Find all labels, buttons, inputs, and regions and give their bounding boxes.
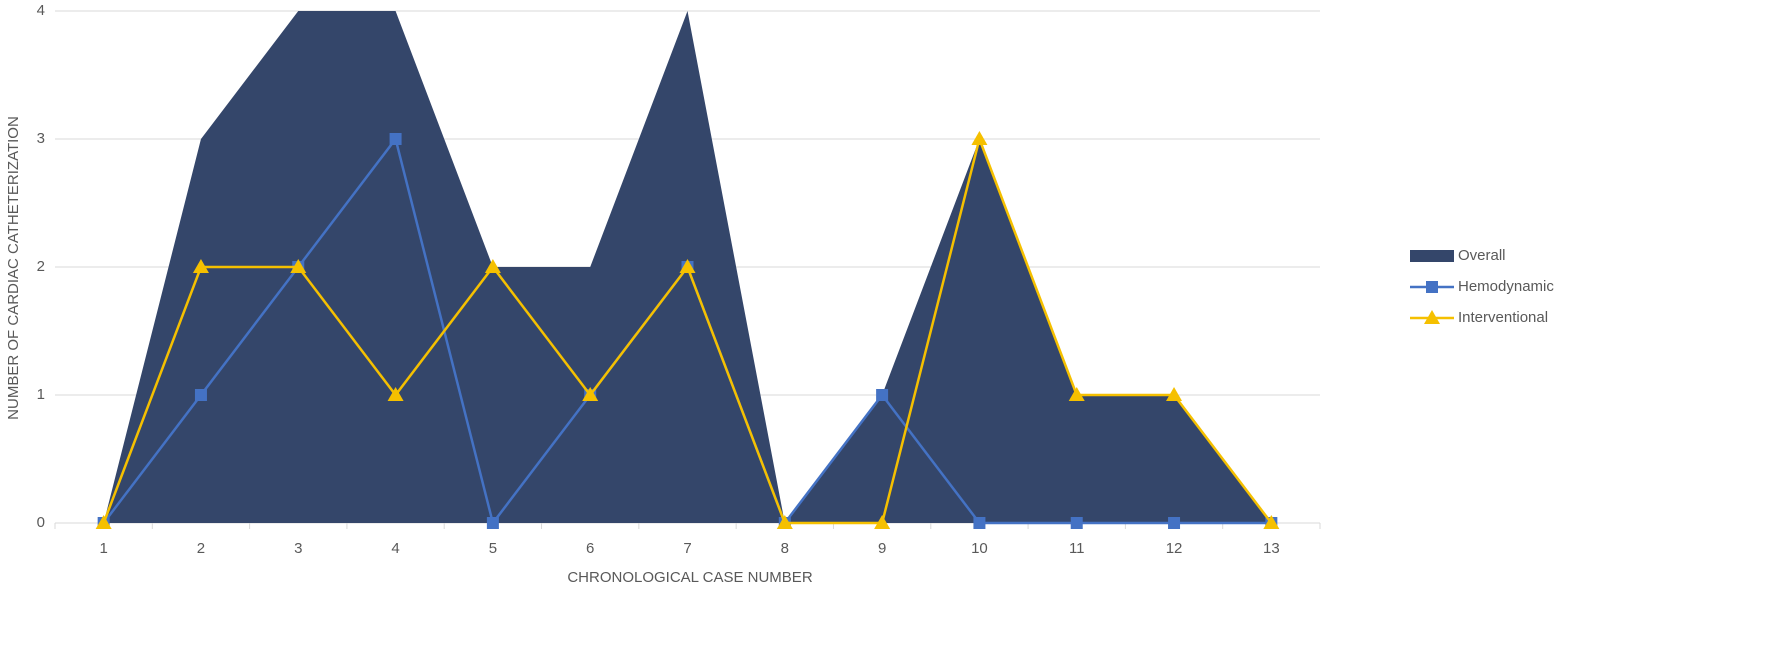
x-tick-label: 9 xyxy=(878,540,886,557)
point xyxy=(387,387,404,401)
legend-marker xyxy=(1424,310,1440,324)
y-tick-label: 4 xyxy=(37,2,45,19)
x-tick-label: 11 xyxy=(1069,540,1085,557)
y-axis-label: NUMBER OF CARDIAC CATHETERIZATION xyxy=(5,116,22,420)
x-tick-label: 7 xyxy=(683,540,691,557)
x-tick-label: 8 xyxy=(781,540,789,557)
point xyxy=(1263,515,1280,529)
point xyxy=(973,517,986,529)
point xyxy=(192,259,209,273)
point xyxy=(95,515,112,529)
point xyxy=(1070,517,1083,529)
x-tick-label: 13 xyxy=(1263,540,1280,557)
y-tick-label: 0 xyxy=(37,514,45,531)
legend-marker xyxy=(1426,281,1438,293)
x-tick-label: 12 xyxy=(1166,540,1183,557)
point xyxy=(1166,387,1183,401)
point xyxy=(971,131,988,145)
point xyxy=(389,133,402,145)
x-tick-label: 6 xyxy=(586,540,594,557)
x-tick-label: 3 xyxy=(294,540,302,557)
point xyxy=(874,515,891,529)
point xyxy=(486,517,499,529)
point xyxy=(582,387,599,401)
legend-label: Hemodynamic xyxy=(1458,278,1554,295)
legend-swatch xyxy=(1410,250,1454,262)
point xyxy=(776,515,793,529)
y-tick-label: 2 xyxy=(37,258,45,275)
point xyxy=(1068,387,1085,401)
point xyxy=(290,259,307,273)
point xyxy=(194,389,207,401)
x-tick-label: 5 xyxy=(489,540,497,557)
legend-label: Overall xyxy=(1458,247,1506,264)
point xyxy=(1168,517,1181,529)
x-tick-label: 1 xyxy=(99,540,107,557)
x-axis-label: CHRONOLOGICAL CASE NUMBER xyxy=(567,569,812,586)
point xyxy=(679,259,696,273)
x-tick-label: 4 xyxy=(391,540,399,557)
x-tick-label: 2 xyxy=(197,540,205,557)
x-tick-label: 10 xyxy=(971,540,988,557)
y-tick-label: 1 xyxy=(37,386,45,403)
point xyxy=(484,259,501,273)
point xyxy=(876,389,889,401)
y-tick-label: 3 xyxy=(37,130,45,147)
legend-label: Interventional xyxy=(1458,309,1548,326)
